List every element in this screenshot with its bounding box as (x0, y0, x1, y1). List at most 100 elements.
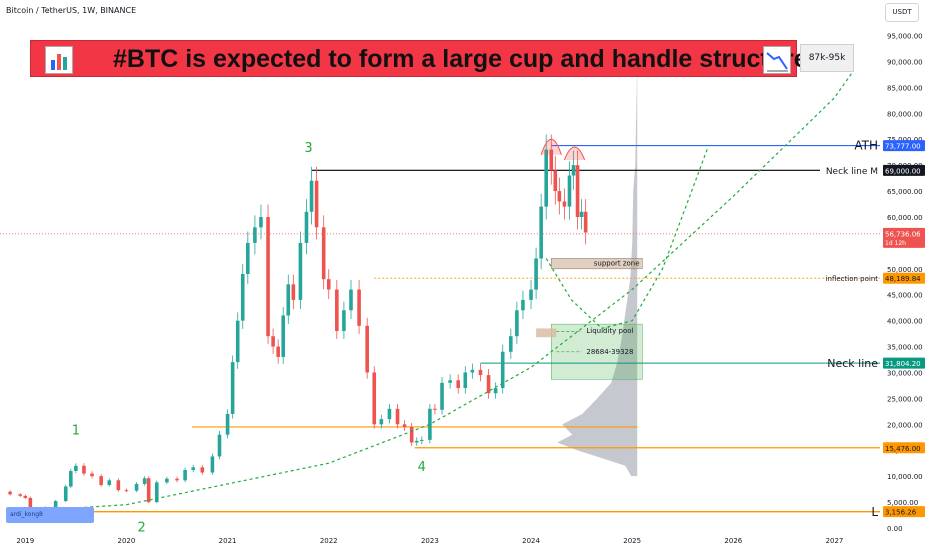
support-zone-box (551, 258, 643, 270)
x-tick-label: 2024 (522, 537, 540, 545)
current-price-badge (883, 227, 925, 248)
user-tag: ardi_kong8 (6, 507, 94, 523)
candle-body (395, 408, 400, 425)
candle-body (217, 434, 222, 457)
liquidity-pool-label: Liquidity pool (586, 327, 633, 335)
candle-body (539, 206, 543, 259)
candle-body (544, 149, 549, 207)
candle-body (387, 408, 392, 420)
headline-text: #BTC is expected to form a large cup and… (113, 45, 808, 73)
inflection-label: inflection point (826, 275, 879, 283)
candle-body (90, 473, 94, 477)
candle-body (562, 201, 567, 207)
candle-body (154, 482, 159, 503)
candle-body (281, 315, 286, 357)
y-tick-label: 10,000.00 (887, 473, 923, 481)
candle-body (349, 289, 353, 311)
y-tick-label: 0.00 (887, 525, 903, 533)
candle-body (200, 467, 205, 473)
candle-body (575, 165, 580, 217)
neck-badge (883, 357, 925, 369)
candle-body (579, 211, 584, 217)
currency-button[interactable]: USDT (885, 3, 919, 22)
candle-body (23, 495, 28, 498)
target-range-box: 87k-95k (800, 44, 854, 72)
x-tick-label: 2020 (118, 537, 136, 545)
l-label: L (871, 505, 878, 519)
candle-body (286, 284, 291, 316)
support-zone-label: support zone (594, 260, 640, 268)
candle-body (534, 258, 538, 290)
pair-info: Bitcoin / TetherUS, 1W, BINANCE (6, 6, 137, 15)
candle-body (342, 310, 346, 332)
candle-body (225, 413, 230, 435)
y-tick-label: 90,000.00 (887, 58, 923, 66)
candle-body (134, 483, 139, 491)
wave-label: 2 (137, 521, 145, 536)
cup-curve-short (545, 146, 709, 330)
l-value: 3,156.26 (885, 509, 917, 517)
low-badge (883, 442, 925, 454)
candle-body (69, 470, 73, 487)
candle-body (240, 274, 245, 321)
candle-body (557, 191, 562, 202)
ath-value: 73,777.00 (885, 143, 921, 151)
candle-body (379, 419, 384, 425)
candle-body (246, 242, 250, 274)
candle-body (463, 372, 468, 389)
candle-body (63, 486, 68, 502)
x-tick-label: 2026 (724, 537, 742, 545)
y-tick-label: 60,000.00 (887, 214, 923, 222)
candle-body (529, 289, 533, 300)
neck-m-label: Neck line M (826, 167, 878, 177)
candle-body (116, 480, 121, 491)
candle-body (440, 382, 444, 410)
candle-body (309, 180, 314, 212)
current-price-timer: 1d 12h (885, 240, 906, 247)
candle-body (175, 478, 179, 481)
wave-label: 4 (418, 460, 426, 475)
candle-body (428, 408, 432, 440)
bar-chart-icon (45, 46, 73, 74)
candle-body (18, 494, 23, 496)
candle-body (53, 501, 58, 508)
y-tick-label: 35,000.00 (887, 344, 923, 352)
candle-body (365, 325, 369, 373)
candle-body (478, 369, 483, 376)
wave-label: 1 (72, 424, 80, 439)
candle-body (235, 320, 240, 363)
liquidity-range-label: 28684-39328 (586, 348, 633, 356)
candle-body (82, 465, 86, 474)
volume-profile (557, 51, 638, 477)
candle-body (8, 491, 12, 495)
candle-body (470, 369, 475, 373)
x-tick-label: 2022 (320, 537, 338, 545)
candle-body (191, 467, 195, 470)
candle-body (266, 216, 270, 337)
inflection-badge (883, 272, 925, 284)
candle-body (493, 388, 498, 394)
y-tick-label: 50,000.00 (887, 266, 923, 274)
neck-m-label-bg (820, 164, 880, 177)
candle-body (298, 242, 303, 300)
y-tick-label: 45,000.00 (887, 292, 923, 300)
candle-body (509, 336, 513, 352)
headline-banner: #BTC is expected to form a large cup and… (30, 40, 808, 77)
candle-body (74, 465, 78, 471)
candle-body (414, 440, 419, 443)
candle-body (402, 424, 407, 427)
low-value: 15,476.00 (885, 445, 921, 453)
candle-body (571, 165, 576, 176)
candle-body (253, 227, 257, 243)
candle-body (259, 216, 263, 228)
current-price-value: 56,736.06 (885, 230, 921, 238)
ath-badge (883, 140, 925, 152)
candle-body (210, 456, 215, 473)
neck-m-value: 69,000.00 (885, 167, 921, 175)
cup-curve-long (30, 71, 854, 512)
neck-label: Neck line (827, 357, 878, 370)
liquidity-marker (536, 328, 557, 338)
candle-body (448, 380, 452, 383)
y-tick-label: 40,000.00 (887, 318, 923, 326)
